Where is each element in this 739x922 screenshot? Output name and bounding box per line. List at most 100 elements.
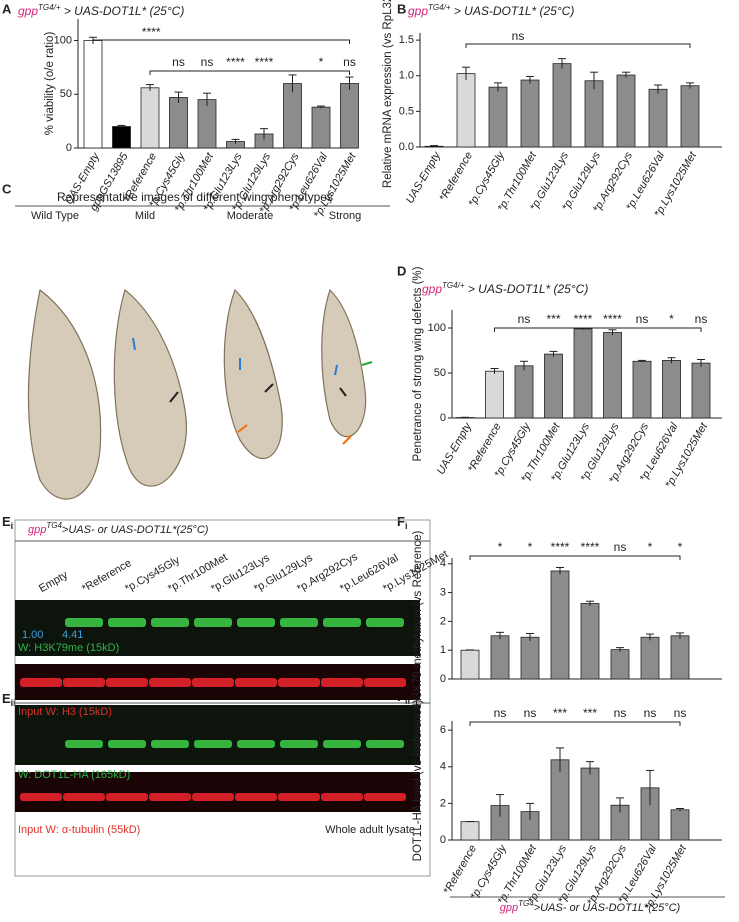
significance-label: **** xyxy=(603,312,622,326)
bar xyxy=(284,84,302,149)
y-axis-label: DOT1L-HA level (vs Reference) xyxy=(412,699,424,861)
bar xyxy=(515,366,533,418)
band xyxy=(280,618,318,627)
band xyxy=(151,740,189,748)
significance-label: ns xyxy=(636,312,649,326)
band xyxy=(321,793,363,801)
significance-label: ns xyxy=(172,55,185,69)
band xyxy=(235,678,277,687)
y-axis-label: H3K79 methylation (vs Reference) xyxy=(412,530,424,706)
bar xyxy=(84,41,102,149)
blot-row-label: Input W: H3 (15kD) xyxy=(18,706,112,718)
significance-label: * xyxy=(669,312,674,326)
band xyxy=(280,740,318,748)
bar xyxy=(604,333,622,419)
bar xyxy=(551,760,569,840)
gene: gpp xyxy=(408,4,428,18)
bar xyxy=(521,637,539,679)
band xyxy=(192,793,234,801)
significance-label: *** xyxy=(583,706,597,720)
bar xyxy=(641,637,659,679)
title-superscript: TG4/+ xyxy=(38,3,61,12)
bar xyxy=(574,329,592,418)
band xyxy=(194,740,232,748)
significance-label: *** xyxy=(546,312,560,326)
bar xyxy=(141,88,159,148)
y-tick-label: 3 xyxy=(440,586,446,598)
bar xyxy=(551,571,569,679)
bar xyxy=(486,371,504,418)
bar xyxy=(461,822,479,840)
significance-label: ns xyxy=(201,55,214,69)
significance-bracket xyxy=(150,71,350,75)
wing-label: Strong xyxy=(329,210,361,222)
title-text: >UAS- or UAS-DOT1L*(25°C) xyxy=(62,524,209,536)
lane-label: Empty xyxy=(37,569,70,595)
significance-label: **** xyxy=(551,540,570,554)
blot-quant: 4.41 xyxy=(62,629,83,641)
bar xyxy=(671,810,689,840)
bar xyxy=(545,354,563,418)
y-tick-label: 50 xyxy=(434,367,446,379)
bar xyxy=(671,636,689,679)
bar xyxy=(581,768,599,840)
band xyxy=(65,618,103,627)
band xyxy=(278,678,320,687)
title-text: >UAS- or UAS-DOT1L*(25°C) xyxy=(534,902,681,914)
panel-label: C xyxy=(2,181,12,196)
band xyxy=(20,793,62,801)
significance-label: ns xyxy=(614,540,627,554)
title-superscript: TG4/+ xyxy=(442,281,465,290)
bar xyxy=(461,650,479,679)
wing xyxy=(322,290,366,437)
y-tick-label: 0 xyxy=(440,834,446,846)
significance-label: * xyxy=(648,540,653,554)
band xyxy=(106,793,148,801)
significance-label: * xyxy=(528,540,533,554)
significance-bracket xyxy=(466,44,690,48)
y-tick-label: 1.0 xyxy=(399,70,414,82)
panel-label: B xyxy=(397,1,406,16)
significance-label: **** xyxy=(226,55,245,69)
gene: gpp xyxy=(28,524,46,536)
band xyxy=(106,678,148,687)
title-text: > UAS-DOT1L* (25°C) xyxy=(464,282,588,296)
band xyxy=(20,678,62,687)
bar xyxy=(170,97,188,148)
gene: gpp xyxy=(422,282,442,296)
panel-label: Eii xyxy=(2,691,16,708)
band xyxy=(321,678,363,687)
significance-label: ns xyxy=(343,55,356,69)
significance-bracket xyxy=(470,556,680,560)
band xyxy=(366,740,404,748)
significance-label: ns xyxy=(644,706,657,720)
bar xyxy=(617,75,635,147)
wing-label: Mild xyxy=(135,210,155,222)
blot-row-label: Input W: α-tubulin (55kD) xyxy=(18,824,140,836)
band xyxy=(237,740,275,748)
significance-label: ns xyxy=(614,706,627,720)
band xyxy=(108,740,146,748)
y-tick-label: 1.5 xyxy=(399,34,414,46)
y-tick-label: 100 xyxy=(54,34,72,46)
band xyxy=(278,793,320,801)
bar xyxy=(611,650,629,679)
significance-label: ns xyxy=(674,706,687,720)
band xyxy=(323,618,361,627)
y-tick-label: 6 xyxy=(440,724,446,736)
title-text: > UAS-DOT1L* (25°C) xyxy=(450,4,574,18)
title-superscript: TG4/+ xyxy=(428,3,451,12)
significance-label: ns xyxy=(524,706,537,720)
chart: gppTG4/+ > UAS-DOT1L* (25°C)0.00.51.01.5… xyxy=(382,0,722,219)
significance-bracket xyxy=(495,328,702,332)
bar xyxy=(681,86,699,147)
band xyxy=(323,740,361,748)
bar xyxy=(341,84,359,149)
y-axis-label: Penetrance of strong wing defects (%) xyxy=(412,266,424,461)
bar xyxy=(649,89,667,147)
gene: gpp xyxy=(18,4,38,18)
arrow xyxy=(362,362,372,365)
